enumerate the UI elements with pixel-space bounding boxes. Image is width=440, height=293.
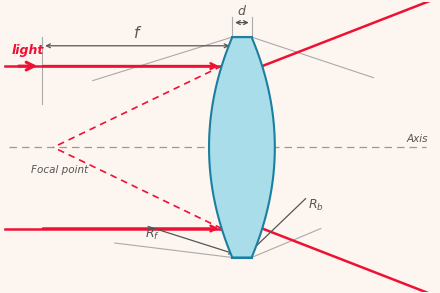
Text: Axis: Axis [407, 134, 429, 144]
Text: light: light [11, 45, 44, 57]
Text: $f$: $f$ [133, 25, 142, 41]
Text: $R_f$: $R_f$ [146, 227, 160, 242]
Polygon shape [209, 37, 275, 258]
Text: $R_b$: $R_b$ [308, 198, 323, 213]
Text: $d$: $d$ [237, 4, 247, 18]
Text: Focal point: Focal point [31, 165, 88, 175]
